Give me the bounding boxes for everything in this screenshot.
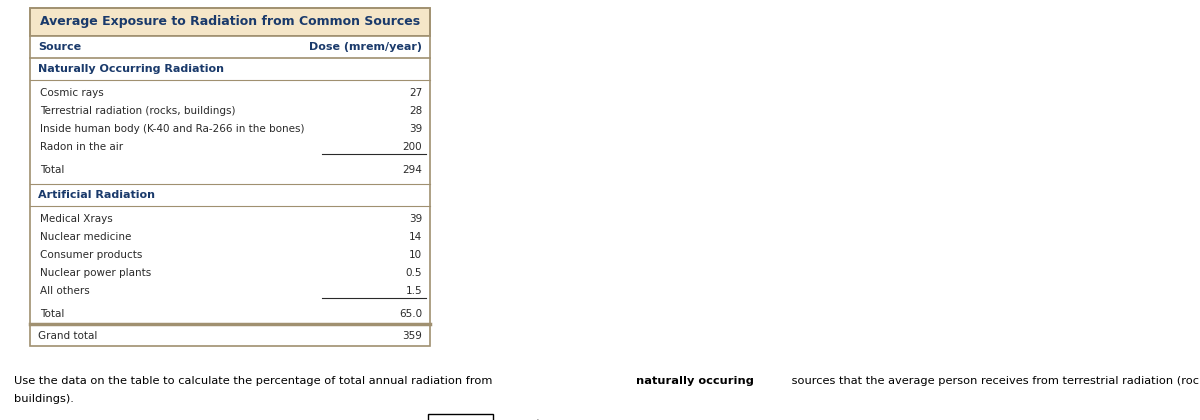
Text: 65.0: 65.0 bbox=[398, 309, 422, 319]
Text: 39: 39 bbox=[409, 214, 422, 224]
Text: 28: 28 bbox=[409, 106, 422, 116]
Text: Dose (mrem/year): Dose (mrem/year) bbox=[310, 42, 422, 52]
Text: Naturally Occurring Radiation: Naturally Occurring Radiation bbox=[38, 64, 224, 74]
Text: percent: percent bbox=[498, 419, 541, 420]
Text: Consumer products: Consumer products bbox=[40, 250, 143, 260]
Bar bbox=[30, 36, 430, 58]
Text: 200: 200 bbox=[402, 142, 422, 152]
Bar bbox=[30, 184, 430, 206]
Bar bbox=[30, 8, 430, 36]
Text: sources that the average person receives from terrestrial radiation (rocks,: sources that the average person receives… bbox=[788, 376, 1200, 386]
Text: Cosmic rays: Cosmic rays bbox=[40, 88, 103, 98]
Text: 294: 294 bbox=[402, 165, 422, 175]
Text: 14: 14 bbox=[409, 232, 422, 242]
Text: 1.5: 1.5 bbox=[406, 286, 422, 296]
Text: Use the data on the table to calculate the percentage of total annual radiation : Use the data on the table to calculate t… bbox=[14, 376, 496, 386]
Text: naturally occuring: naturally occuring bbox=[636, 376, 754, 386]
Text: Source: Source bbox=[38, 42, 82, 52]
Text: Grand total: Grand total bbox=[38, 331, 97, 341]
Text: Average Exposure to Radiation from Common Sources: Average Exposure to Radiation from Commo… bbox=[40, 16, 420, 29]
Text: Terrestrial radiation (rocks, buildings): Terrestrial radiation (rocks, buildings) bbox=[40, 106, 235, 116]
Text: 39: 39 bbox=[409, 124, 422, 134]
Text: Total: Total bbox=[40, 165, 65, 175]
Text: 10: 10 bbox=[409, 250, 422, 260]
Text: Inside human body (K-40 and Ra-266 in the bones): Inside human body (K-40 and Ra-266 in th… bbox=[40, 124, 305, 134]
Text: Nuclear power plants: Nuclear power plants bbox=[40, 268, 151, 278]
Text: Radon in the air: Radon in the air bbox=[40, 142, 124, 152]
Text: All others: All others bbox=[40, 286, 90, 296]
Text: 359: 359 bbox=[402, 331, 422, 341]
Text: Artificial Radiation: Artificial Radiation bbox=[38, 190, 155, 200]
Text: Nuclear medicine: Nuclear medicine bbox=[40, 232, 131, 242]
Text: buildings).: buildings). bbox=[14, 394, 74, 404]
Text: 27: 27 bbox=[409, 88, 422, 98]
Text: Medical Xrays: Medical Xrays bbox=[40, 214, 113, 224]
Bar bbox=[30, 58, 430, 80]
Text: Total: Total bbox=[40, 309, 65, 319]
Text: 0.5: 0.5 bbox=[406, 268, 422, 278]
Bar bbox=[428, 414, 493, 420]
